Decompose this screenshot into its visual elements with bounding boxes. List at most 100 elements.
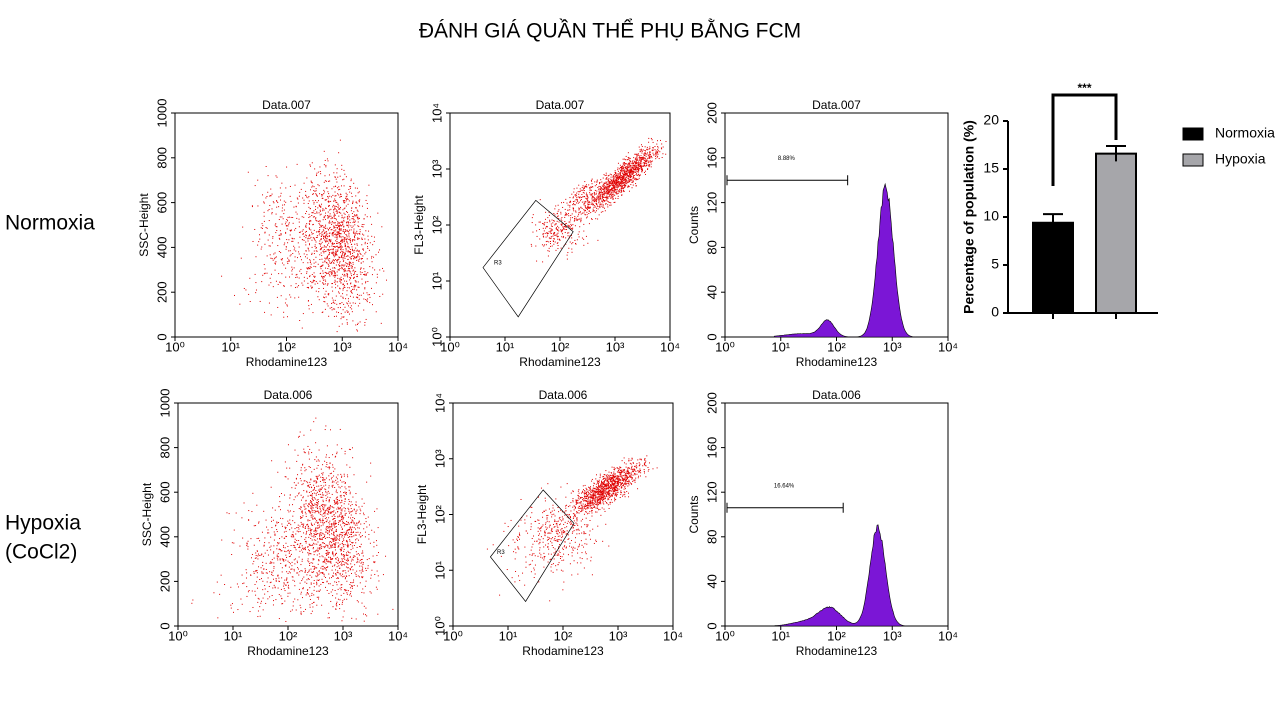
event-dot [336,556,338,558]
event-dot [333,543,335,545]
event-dot [346,464,348,466]
event-dot [342,522,344,524]
event-dot [636,159,638,161]
event-dot [342,538,344,540]
event-dot [343,260,345,262]
event-dot [330,560,332,562]
event-dot [614,189,616,191]
event-dot [363,298,365,300]
event-dot [341,323,343,325]
event-dot [640,161,642,163]
event-dot [333,274,335,276]
event-dot [555,205,557,207]
event-dot [337,484,339,486]
event-dot [305,224,307,226]
event-dot [344,273,346,275]
event-dot [346,241,348,243]
event-dot [324,293,326,295]
event-dot [357,296,359,298]
event-dot [332,246,334,248]
event-dot [630,161,632,163]
event-dot [578,218,580,220]
event-dot [566,213,568,215]
event-dot [618,191,620,193]
event-dot [243,502,245,504]
event-dot [302,526,304,528]
event-dot [341,257,343,259]
event-dot [307,527,309,529]
event-dot [629,159,631,161]
event-dot [340,233,342,235]
event-dot [346,294,348,296]
event-dot [335,218,337,220]
event-dot [655,150,657,152]
event-dot [285,530,287,532]
event-dot [596,190,598,192]
event-dot [625,173,627,175]
event-dot [630,171,632,173]
event-dot [291,568,293,570]
event-dot [360,523,362,525]
event-dot [342,200,344,202]
event-dot [328,274,330,276]
event-dot [329,520,331,522]
event-dot [303,216,305,218]
event-dot [641,150,643,152]
event-dot [604,175,606,177]
event-dot [356,522,358,524]
event-dot [338,539,340,541]
event-dot [311,509,313,511]
event-dot [349,239,351,241]
event-dot [621,165,623,167]
event-dot [644,170,646,172]
event-dot [341,561,343,563]
event-dot [556,242,558,244]
event-dot [350,180,352,182]
event-dot [308,529,310,531]
event-dot [321,542,323,544]
event-dot [288,259,290,261]
event-dot [311,592,313,594]
event-dot [344,213,346,215]
event-dot [336,478,338,480]
event-dot [301,516,303,518]
event-dot [619,172,621,174]
event-dot [298,285,300,287]
event-dot [286,467,288,469]
event-dot [641,169,643,171]
event-dot [318,553,320,555]
event-dot [643,165,645,167]
event-dot [318,512,320,514]
event-dot [313,536,315,538]
event-dot [623,176,625,178]
event-dot [306,485,308,487]
plot-frame [174,112,399,338]
event-dot [357,322,359,324]
event-dot [336,581,338,583]
event-dot [656,152,658,154]
event-dot [638,155,640,157]
event-dot [572,227,574,229]
event-dot [355,247,357,249]
event-dot [344,268,346,270]
event-dot [641,168,643,170]
x-axis-label: Rhodamine123 [247,644,329,658]
event-dot [289,563,291,565]
event-dot [342,252,344,254]
event-dot [365,318,367,320]
event-dot [352,270,354,272]
event-dot [548,231,550,233]
event-dot [317,171,319,173]
event-dot [335,530,337,532]
event-dot [314,246,316,248]
event-dot [637,163,639,165]
event-dot [354,257,356,259]
event-dot [358,506,360,508]
event-dot [640,164,642,166]
event-dot [338,258,340,260]
event-dot [338,520,340,522]
event-dot [634,168,636,170]
event-dot [610,181,612,183]
event-dot [586,214,588,216]
event-dot [577,218,579,220]
